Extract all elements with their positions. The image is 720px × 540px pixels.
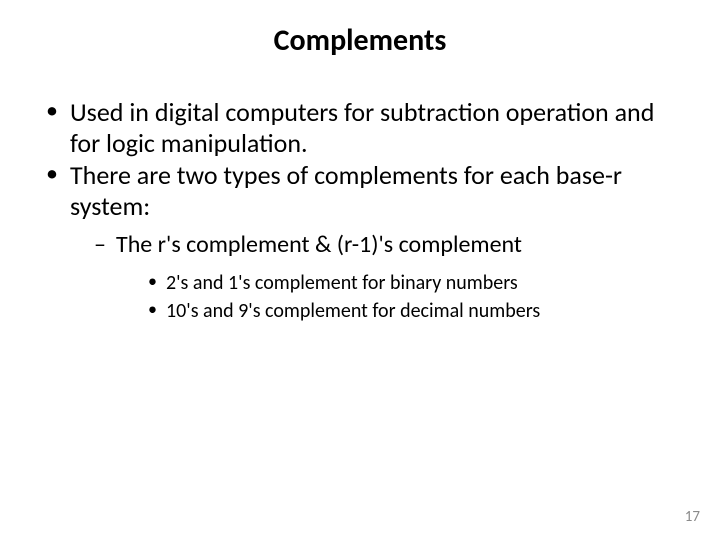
slide-title: Complements [0, 0, 720, 69]
list-item: 2's and 1's complement for binary number… [148, 270, 676, 296]
slide-body: Used in digital computers for subtractio… [0, 69, 720, 324]
list-item-text: The r's complement & (r-1)'s complement [116, 230, 522, 259]
bullet-list-level2: The r's complement & (r-1)'s complement … [70, 230, 676, 324]
list-item-text: There are two types of complements for e… [70, 159, 622, 222]
list-item: The r's complement & (r-1)'s complement … [94, 230, 676, 324]
list-item: There are two types of complements for e… [44, 160, 676, 323]
bullet-list-level1: Used in digital computers for subtractio… [44, 97, 676, 324]
list-item: Used in digital computers for subtractio… [44, 97, 676, 158]
list-item: 10's and 9's complement for decimal numb… [148, 298, 676, 324]
page-number: 17 [685, 508, 700, 526]
bullet-list-level3: 2's and 1's complement for binary number… [116, 270, 676, 324]
slide: Complements Used in digital computers fo… [0, 0, 720, 540]
